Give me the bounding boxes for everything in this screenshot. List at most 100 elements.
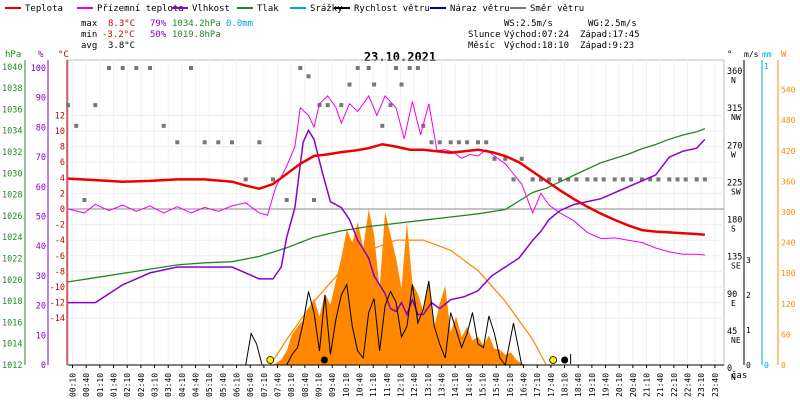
wind-direction-point — [519, 156, 524, 161]
wind-direction-point — [585, 177, 590, 182]
x-tick-label: 16:40 — [520, 373, 529, 397]
legend-label: Teplota — [25, 4, 63, 14]
x-tick-label: 14:40 — [465, 373, 474, 397]
wind-direction-point — [558, 177, 562, 182]
legend-label: Rychlost větru — [354, 4, 430, 14]
x-tick-label: 09:40 — [328, 373, 337, 397]
series-temperature — [67, 143, 706, 236]
wind-direction-point — [202, 140, 207, 145]
temperature-tick-label: 10 — [55, 127, 65, 137]
solar-tick-label: 300 — [781, 208, 796, 217]
wind-direction-point — [148, 66, 152, 70]
sunset-marker — [549, 356, 558, 364]
stats-min-hum: 50% — [150, 30, 167, 40]
temperature-tick-label: -10 — [50, 283, 65, 293]
wind-direction-point — [683, 177, 688, 182]
x-tick-label: 14:10 — [451, 373, 460, 397]
pressure-tick-label: 1038 — [2, 84, 22, 94]
x-tick-label: 07:40 — [274, 373, 283, 397]
x-tick-label: 19:10 — [588, 373, 597, 397]
sun-set: Západ:17:45 — [580, 30, 640, 40]
humidity-tick-label: 10 — [36, 331, 46, 341]
x-tick-label: 00:40 — [82, 373, 91, 397]
x-tick-label: 03:40 — [164, 373, 173, 397]
wind-direction-point — [511, 177, 516, 182]
humidity-tick-label: 70 — [36, 153, 46, 163]
wind-direction-point — [230, 140, 234, 145]
direction-cardinal-label: N — [731, 373, 736, 382]
x-tick-label: 06:40 — [246, 373, 255, 397]
pressure-tick-label: 1018 — [2, 297, 22, 307]
wind-direction-point — [601, 177, 606, 182]
wind-direction-point — [257, 140, 262, 145]
pressure-tick-label: 1026 — [2, 212, 22, 222]
legend-label: Směr větru — [530, 4, 584, 14]
direction-cardinal-label: SW — [731, 187, 741, 196]
solar-tick-label: 120 — [781, 300, 796, 309]
wind-direction-point — [415, 66, 420, 70]
direction-tick-label: 270 — [727, 141, 742, 151]
humidity-line — [68, 128, 706, 317]
wind-direction-point — [216, 140, 221, 145]
x-tick-label: 13:10 — [424, 373, 433, 397]
wind-speed-line — [68, 280, 724, 367]
x-tick-label: 19:40 — [602, 373, 611, 397]
x-tick-label: 01:40 — [110, 373, 119, 397]
wind-direction-point — [648, 177, 653, 182]
pressure-tick-label: 1040 — [2, 63, 22, 73]
x-tick-label: 10:40 — [356, 373, 365, 397]
wind-tick-label: 2 — [746, 291, 751, 300]
temperature-tick-label: 0 — [60, 205, 65, 215]
stats-block: max 8.3°C 79% 1034.2hPa 0.0mm min -3.2°C… — [81, 19, 640, 51]
x-tick-label: 09:10 — [315, 373, 324, 397]
pressure-tick-label: 1016 — [2, 318, 22, 328]
wind-direction-point — [74, 123, 79, 128]
x-tick-label: 07:10 — [260, 373, 269, 397]
moonset-marker — [320, 356, 328, 364]
wind-direction-point — [93, 103, 98, 108]
wind-direction-point — [347, 82, 352, 87]
stats-max-temp: 8.3°C — [108, 19, 135, 29]
humidity-tick-label: 100 — [31, 64, 46, 74]
humidity-tick-label: 20 — [36, 302, 46, 312]
pressure-tick-label: 1022 — [2, 255, 22, 265]
direction-cardinal-label: NW — [731, 113, 741, 122]
temperature-tick-label: -4 — [55, 236, 65, 246]
wind-direction-point — [189, 66, 193, 70]
pressure-tick-label: 1030 — [2, 169, 22, 179]
solar-tick-label: 0 — [781, 361, 786, 370]
unit-hpa: hPa — [5, 50, 21, 60]
temperature-tick-label: -8 — [55, 267, 65, 277]
x-tick-label: 20:10 — [615, 373, 624, 397]
sun-label: Slunce — [468, 30, 501, 40]
x-tick-label: 18:10 — [561, 373, 570, 397]
wind-direction-point — [492, 156, 497, 161]
series-humidity — [68, 128, 706, 317]
sun-rise: Východ:07:24 — [504, 30, 569, 40]
wind-direction-point — [484, 140, 489, 145]
wind-direction-point — [298, 66, 303, 70]
wind-direction-point — [620, 177, 625, 182]
x-tick-label: 01:10 — [96, 373, 105, 397]
pressure-tick-label: 1012 — [2, 361, 22, 371]
x-tick-label: 21:40 — [656, 373, 665, 397]
temperature-tick-label: 6 — [60, 158, 65, 168]
left-axes: 1012101410161018102010221024102610281030… — [2, 60, 68, 371]
direction-tick-label: 225 — [727, 178, 742, 188]
unit-mm: mm — [762, 50, 772, 59]
x-tick-label: 06:10 — [233, 373, 242, 397]
stats-max-hum: 79% — [150, 19, 167, 29]
pressure-tick-label: 1036 — [2, 105, 22, 115]
wind-direction-point — [107, 66, 111, 70]
direction-tick-label: 45 — [727, 327, 737, 337]
x-tick-label: 08:40 — [301, 373, 310, 397]
direction-tick-label: 360 — [727, 67, 742, 77]
humidity-tick-label: 30 — [36, 272, 46, 282]
rain-tick-label: 0 — [764, 361, 769, 370]
wind-direction-point — [503, 156, 508, 161]
wind-direction-point — [448, 140, 453, 145]
direction-cardinal-label: N — [731, 76, 736, 85]
solar-tick-label: 480 — [781, 116, 796, 125]
direction-tick-label: 90 — [727, 290, 737, 300]
